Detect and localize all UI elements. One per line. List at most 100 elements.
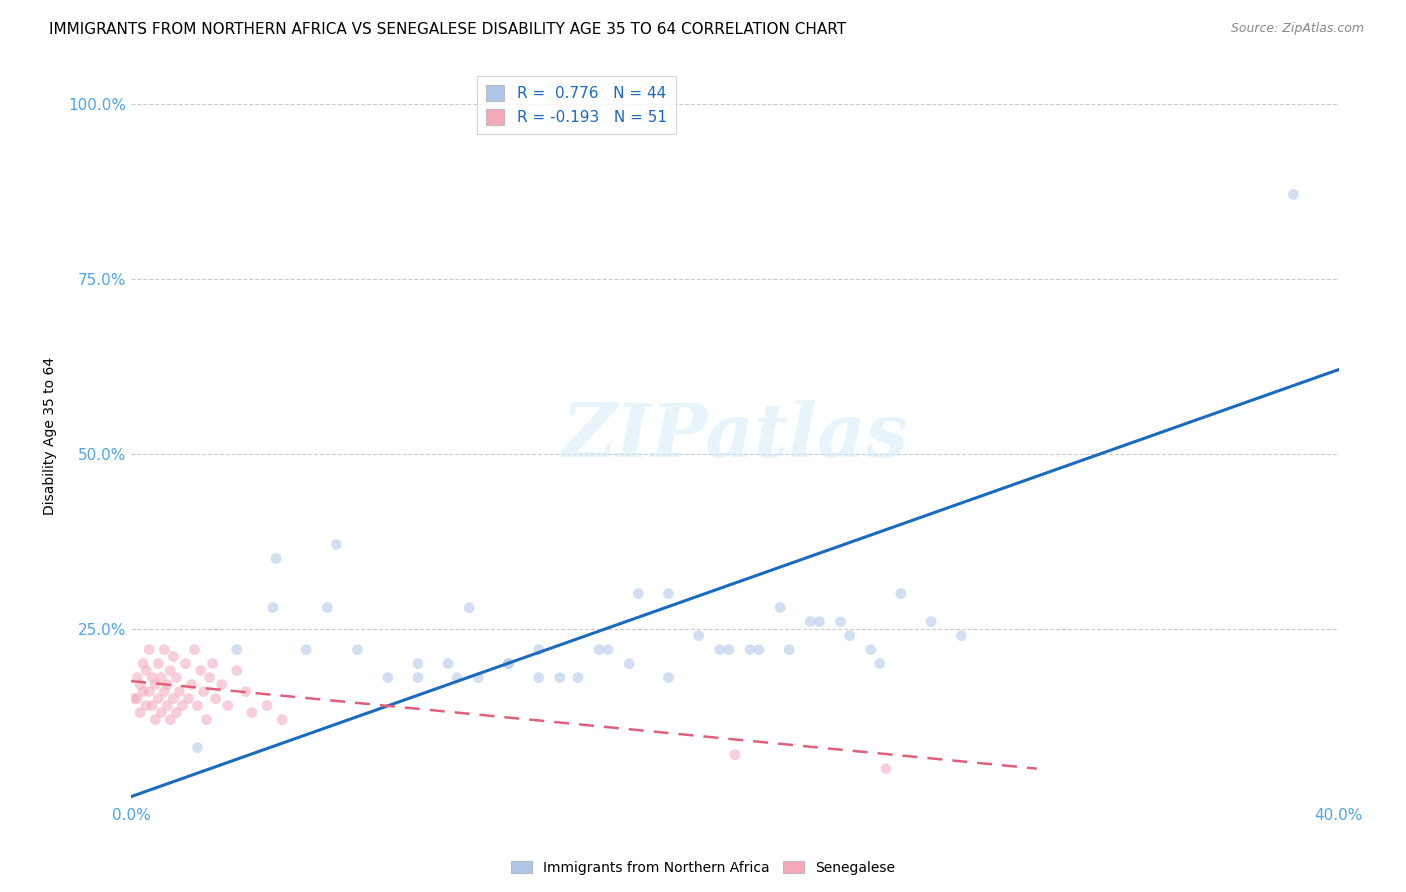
Point — [527, 642, 550, 657]
Point — [186, 740, 208, 755]
Point — [180, 677, 202, 691]
Point — [225, 642, 247, 657]
Point — [262, 600, 284, 615]
Text: ZIPatlas: ZIPatlas — [561, 400, 908, 473]
Point — [135, 698, 157, 713]
Point — [162, 649, 184, 664]
Point — [325, 538, 347, 552]
Point — [169, 684, 191, 698]
Point — [869, 657, 891, 671]
Point — [799, 615, 821, 629]
Point — [177, 691, 200, 706]
Point — [190, 664, 212, 678]
Point — [159, 713, 181, 727]
Y-axis label: Disability Age 35 to 64: Disability Age 35 to 64 — [44, 357, 58, 516]
Point — [738, 642, 761, 657]
Point — [271, 713, 294, 727]
Point — [186, 698, 208, 713]
Point — [159, 664, 181, 678]
Point — [406, 657, 429, 671]
Point — [406, 671, 429, 685]
Point — [138, 684, 160, 698]
Point — [201, 657, 224, 671]
Legend: R =  0.776   N = 44, R = -0.193   N = 51: R = 0.776 N = 44, R = -0.193 N = 51 — [477, 76, 676, 134]
Point — [141, 698, 163, 713]
Point — [148, 691, 170, 706]
Point — [256, 698, 278, 713]
Point — [446, 671, 468, 685]
Point — [717, 642, 740, 657]
Point — [204, 691, 226, 706]
Legend: Immigrants from Northern Africa, Senegalese: Immigrants from Northern Africa, Senegal… — [505, 855, 901, 880]
Point — [377, 671, 399, 685]
Point — [769, 600, 792, 615]
Point — [627, 586, 650, 600]
Point — [567, 671, 589, 685]
Point — [211, 677, 233, 691]
Point — [156, 698, 179, 713]
Point — [138, 642, 160, 657]
Text: Source: ZipAtlas.com: Source: ZipAtlas.com — [1230, 22, 1364, 36]
Point — [950, 629, 973, 643]
Point — [129, 706, 152, 720]
Point — [174, 657, 197, 671]
Point — [127, 671, 149, 685]
Point — [596, 642, 619, 657]
Point — [127, 691, 149, 706]
Point — [135, 664, 157, 678]
Point — [588, 642, 610, 657]
Point — [920, 615, 942, 629]
Point — [193, 684, 215, 698]
Point — [162, 691, 184, 706]
Point — [225, 664, 247, 678]
Point — [141, 671, 163, 685]
Point — [688, 629, 710, 643]
Point — [240, 706, 263, 720]
Point — [132, 657, 155, 671]
Point — [875, 762, 897, 776]
Point — [778, 642, 800, 657]
Text: IMMIGRANTS FROM NORTHERN AFRICA VS SENEGALESE DISABILITY AGE 35 TO 64 CORRELATIO: IMMIGRANTS FROM NORTHERN AFRICA VS SENEG… — [49, 22, 846, 37]
Point — [295, 642, 318, 657]
Point — [748, 642, 770, 657]
Point — [217, 698, 239, 713]
Point — [830, 615, 852, 629]
Point — [548, 671, 571, 685]
Point — [235, 684, 257, 698]
Point — [132, 684, 155, 698]
Point — [838, 629, 860, 643]
Point — [165, 671, 187, 685]
Point — [527, 671, 550, 685]
Point — [859, 642, 882, 657]
Point — [195, 713, 218, 727]
Point — [150, 671, 173, 685]
Point — [172, 698, 194, 713]
Point — [709, 642, 731, 657]
Point — [143, 677, 166, 691]
Point — [467, 671, 489, 685]
Point — [619, 657, 641, 671]
Point — [129, 677, 152, 691]
Point — [657, 671, 679, 685]
Point — [143, 713, 166, 727]
Point — [150, 706, 173, 720]
Point — [657, 586, 679, 600]
Point — [437, 657, 460, 671]
Point — [1282, 187, 1305, 202]
Point — [724, 747, 747, 762]
Point — [498, 657, 520, 671]
Point — [808, 615, 831, 629]
Point — [890, 586, 912, 600]
Point — [316, 600, 339, 615]
Point — [153, 642, 176, 657]
Point — [346, 642, 368, 657]
Point — [153, 684, 176, 698]
Point — [183, 642, 205, 657]
Point — [264, 551, 287, 566]
Point — [498, 657, 520, 671]
Point — [148, 657, 170, 671]
Point — [198, 671, 221, 685]
Point — [458, 600, 481, 615]
Point — [165, 706, 187, 720]
Point — [122, 691, 145, 706]
